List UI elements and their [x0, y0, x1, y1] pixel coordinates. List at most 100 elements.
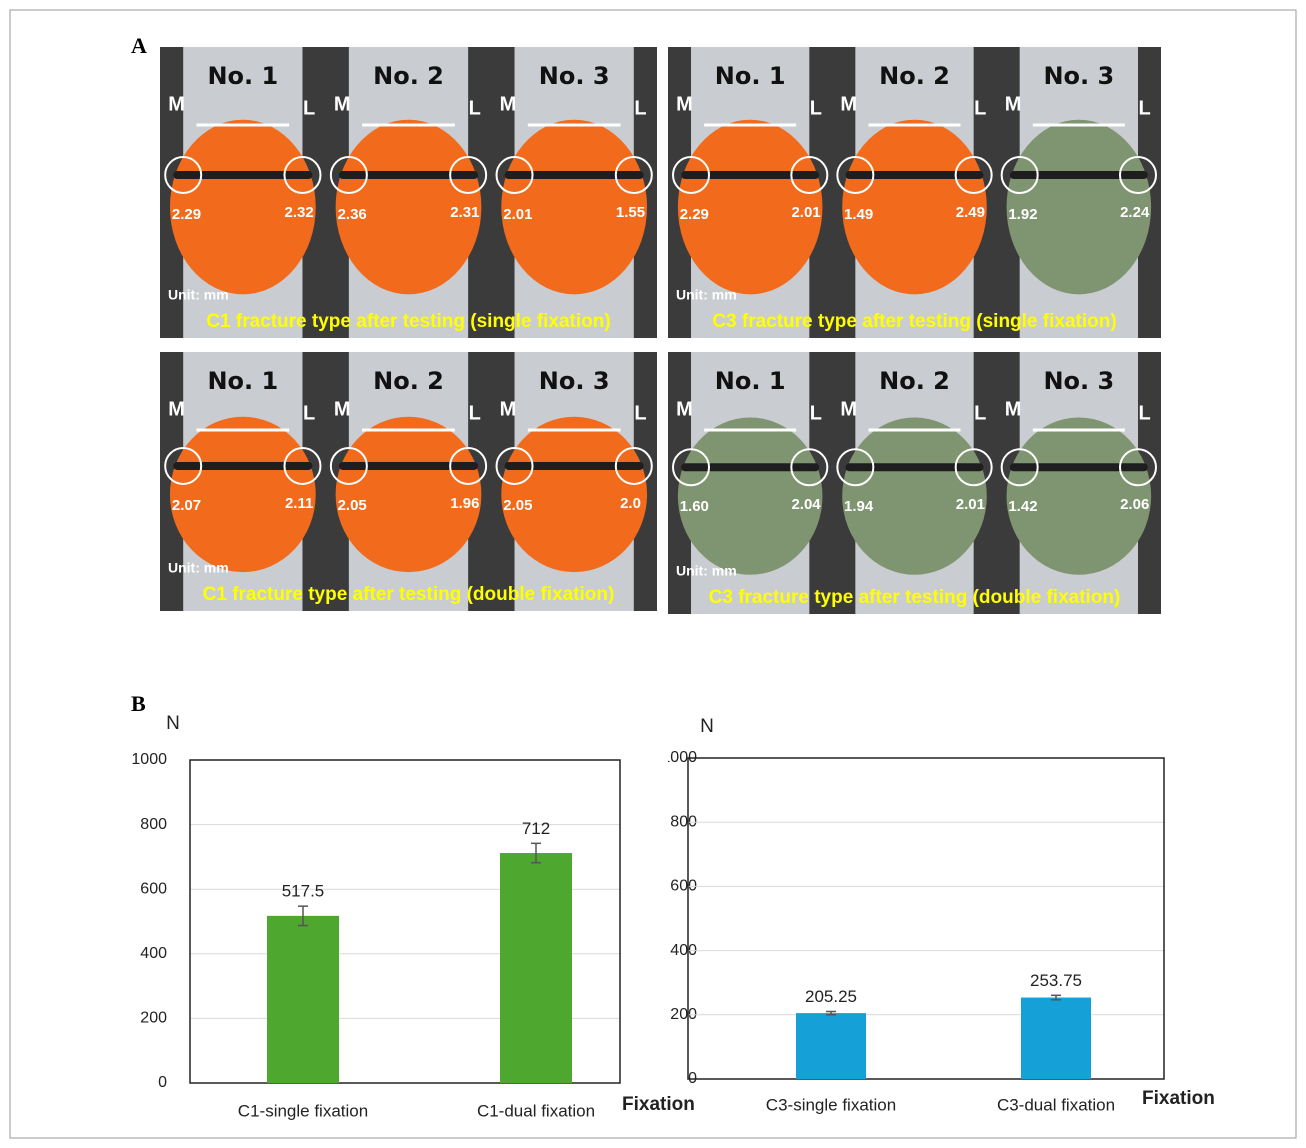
specimen-name: No. 3 — [539, 62, 610, 90]
gap-left: 2.05 — [338, 497, 367, 514]
specimen-name: No. 1 — [207, 367, 278, 395]
gap-left: 1.42 — [1008, 498, 1037, 515]
specimen-name: No. 1 — [715, 367, 786, 395]
gap-left: 2.07 — [172, 497, 201, 514]
lateral-label: L — [810, 97, 822, 119]
fracture-gap — [339, 171, 478, 179]
medial-label: M — [168, 93, 185, 115]
value-label: 712 — [522, 819, 550, 838]
gap-left: 1.60 — [680, 498, 709, 515]
specimen-name: No. 2 — [373, 62, 444, 90]
unit-note: Unit: mm — [676, 287, 737, 303]
gap-right: 2.24 — [1120, 204, 1150, 221]
gap-right: 2.31 — [450, 204, 479, 221]
gap-right: 2.01 — [956, 496, 985, 513]
lateral-label: L — [469, 402, 481, 424]
x-axis-title: Fixation — [622, 1094, 695, 1115]
value-label: 517.5 — [282, 882, 325, 901]
photo-caption: C3 fracture type after testing (single f… — [712, 311, 1116, 332]
specimen-name: No. 3 — [1043, 62, 1114, 90]
medial-label: M — [1005, 93, 1022, 115]
lateral-label: L — [974, 402, 986, 424]
specimen-name: No. 2 — [879, 62, 950, 90]
unit-note: Unit: mm — [168, 287, 229, 303]
y-tick-label: 1000 — [131, 751, 167, 768]
photo-caption: C1 fracture type after testing (double f… — [203, 584, 615, 605]
bar — [796, 1013, 866, 1079]
fracture-gap — [339, 462, 478, 470]
medial-label: M — [676, 398, 693, 420]
fracture-gap — [845, 463, 983, 471]
y-tick-label: 200 — [140, 1010, 167, 1027]
fracture-gap — [505, 171, 644, 179]
medial-label: M — [676, 93, 693, 115]
fracture-gap — [173, 171, 312, 179]
fracture-gap — [1010, 171, 1148, 179]
gap-left: 2.29 — [172, 206, 201, 223]
specimen-name: No. 3 — [1043, 367, 1114, 395]
fracture-gap — [505, 462, 644, 470]
medial-label: M — [840, 398, 857, 420]
category-label: C1-single fixation — [238, 1101, 368, 1120]
unit-note: Unit: mm — [676, 563, 737, 579]
gap-right: 2.32 — [285, 204, 314, 221]
plot-frame — [688, 758, 1164, 1079]
gap-left: 2.01 — [503, 206, 532, 223]
bar — [267, 916, 339, 1083]
category-label: C1-dual fixation — [477, 1101, 595, 1120]
lateral-label: L — [303, 97, 315, 119]
gap-left: 1.94 — [844, 498, 874, 515]
specimen-name: No. 2 — [879, 367, 950, 395]
figure: A B No. 1ML2.292.32No. 2ML2.362.31No. 3M… — [0, 0, 1306, 1148]
specimen-name: No. 1 — [715, 62, 786, 90]
y-tick-label: 0 — [158, 1074, 167, 1091]
fracture-gap — [681, 463, 819, 471]
page: {"panel_a": {"label": "A", "medial": "M"… — [0, 0, 1306, 1148]
lateral-label: L — [974, 97, 986, 119]
gap-right: 2.01 — [791, 204, 820, 221]
lateral-label: L — [634, 402, 646, 424]
specimen-name: No. 1 — [207, 62, 278, 90]
gap-right: 1.96 — [450, 495, 479, 512]
value-label: 253.75 — [1030, 971, 1082, 990]
photo-caption: C3 fracture type after testing (double f… — [709, 587, 1121, 608]
lateral-label: L — [634, 97, 646, 119]
x-axis-title: Fixation — [1142, 1088, 1215, 1109]
lateral-label: L — [1138, 97, 1150, 119]
category-label: C3-dual fixation — [997, 1095, 1115, 1114]
fracture-gap — [173, 462, 312, 470]
fracture-gap — [845, 171, 983, 179]
gap-left: 1.92 — [1008, 206, 1037, 223]
gap-right: 1.55 — [616, 204, 645, 221]
lateral-label: L — [469, 97, 481, 119]
fracture-gap — [1010, 463, 1148, 471]
medial-label: M — [500, 398, 517, 420]
medial-label: M — [168, 398, 185, 420]
y-tick-label: 800 — [140, 816, 167, 833]
medial-label: M — [334, 93, 351, 115]
y-axis-unit: N — [166, 713, 180, 734]
lateral-label: L — [1138, 402, 1150, 424]
gap-left: 1.49 — [844, 206, 873, 223]
gap-right: 2.11 — [285, 495, 313, 512]
value-label: 205.25 — [805, 987, 857, 1006]
y-tick-label: 600 — [140, 880, 167, 897]
gap-right: 2.04 — [791, 496, 821, 513]
gap-right: 2.0 — [620, 495, 641, 512]
gap-left: 2.05 — [503, 497, 532, 514]
panel-a-label: A — [131, 33, 147, 58]
gap-right: 2.06 — [1120, 496, 1149, 513]
gap-left: 2.36 — [338, 206, 367, 223]
y-tick-label: 400 — [140, 945, 167, 962]
gap-right: 2.49 — [956, 204, 985, 221]
medial-label: M — [334, 398, 351, 420]
unit-note: Unit: mm — [168, 560, 229, 576]
panel-b-label: B — [131, 691, 146, 716]
y-axis-unit: N — [700, 716, 714, 737]
gap-left: 2.29 — [680, 206, 709, 223]
medial-label: M — [1005, 398, 1022, 420]
medial-label: M — [840, 93, 857, 115]
medial-label: M — [500, 93, 517, 115]
specimen-name: No. 3 — [539, 367, 610, 395]
bar — [1021, 998, 1091, 1079]
